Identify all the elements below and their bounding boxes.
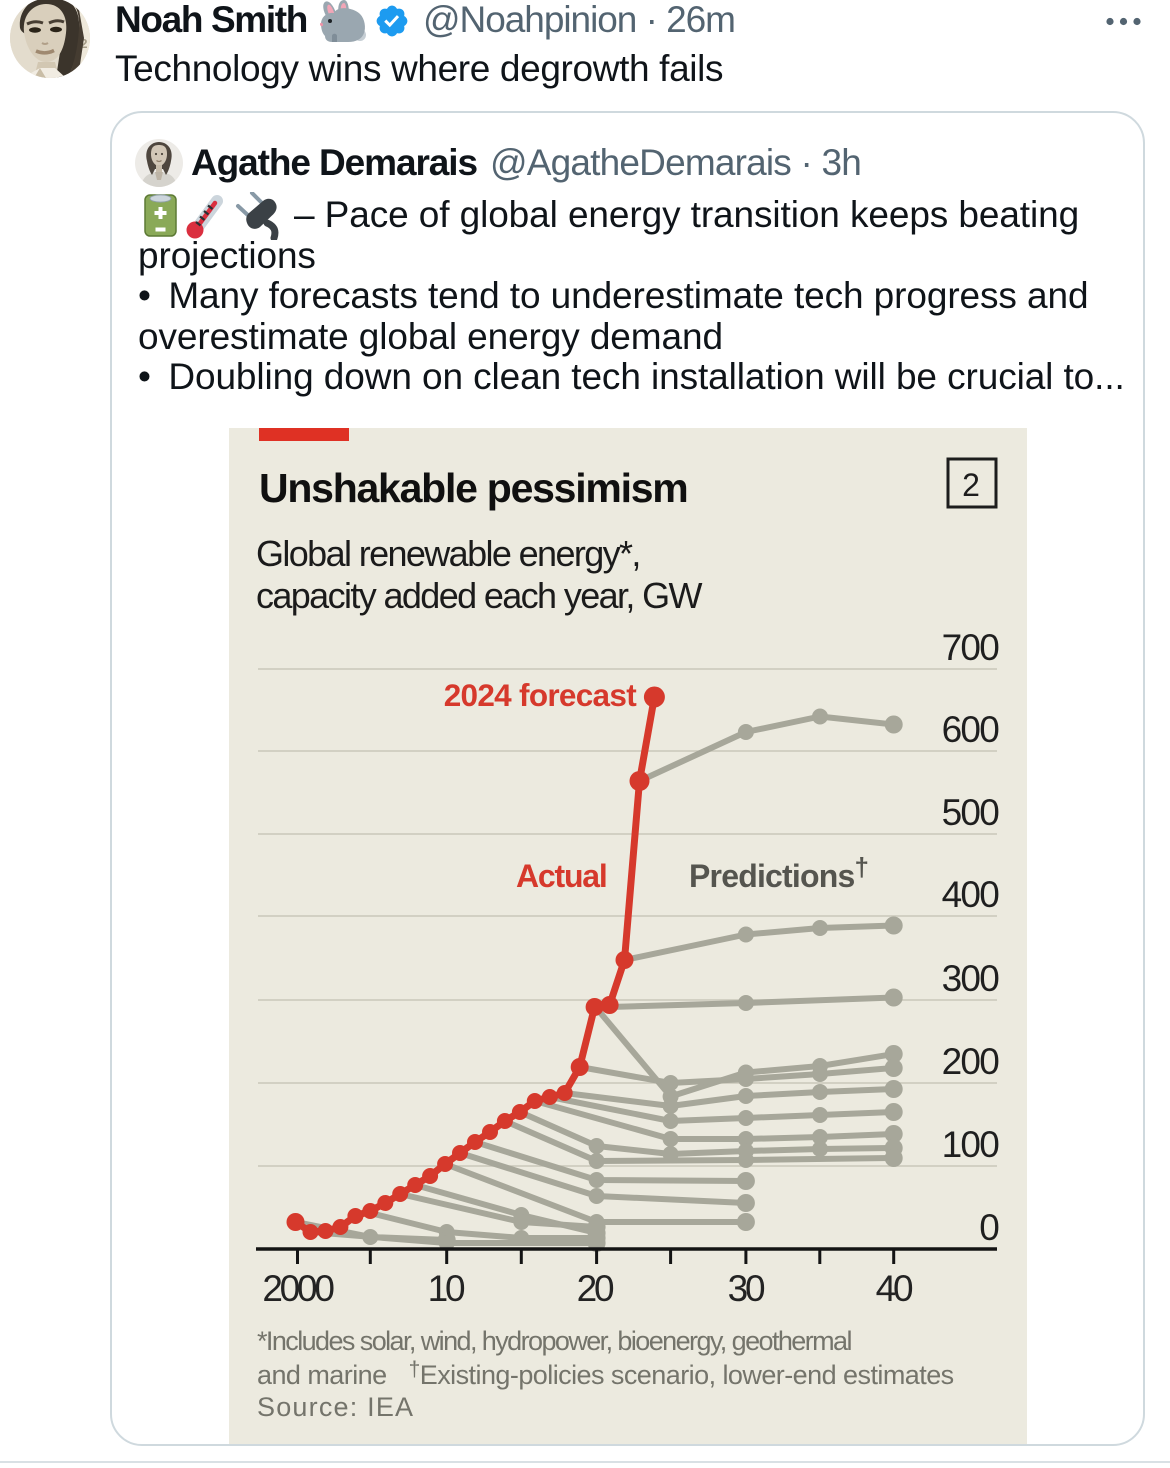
svg-text:20: 20 [577, 1268, 614, 1309]
svg-text:40: 40 [876, 1268, 913, 1309]
svg-text:10: 10 [428, 1268, 465, 1309]
svg-text:30: 30 [728, 1268, 765, 1309]
svg-text:600: 600 [942, 709, 1000, 750]
svg-text:capacity added each year, GW: capacity added each year, GW [256, 575, 703, 616]
svg-text:2: 2 [962, 467, 980, 503]
svg-text:700: 700 [942, 627, 1000, 668]
svg-text:Source: IEA: Source: IEA [257, 1392, 414, 1422]
svg-text:400: 400 [942, 874, 1000, 915]
svg-text:300: 300 [942, 958, 1000, 999]
svg-text:Predictions†: Predictions† [689, 852, 868, 894]
svg-text:Unshakable pessimism: Unshakable pessimism [259, 465, 687, 511]
svg-text:and marine†Existing-policies s: and marine †Existing-policies scenario, l… [257, 1358, 954, 1390]
svg-text:Global renewable energy*,: Global renewable energy*, [256, 533, 640, 574]
svg-text:0: 0 [979, 1207, 999, 1248]
svg-text:*Includes solar, wind, hydropo: *Includes solar, wind, hydropower, bioen… [257, 1326, 851, 1356]
svg-text:Actual: Actual [516, 858, 607, 894]
svg-text:100: 100 [942, 1124, 1000, 1165]
svg-text:2024 forecast: 2024 forecast [444, 677, 637, 713]
svg-text:200: 200 [942, 1041, 1000, 1082]
svg-text:500: 500 [942, 792, 1000, 833]
svg-text:2000: 2000 [262, 1268, 334, 1309]
